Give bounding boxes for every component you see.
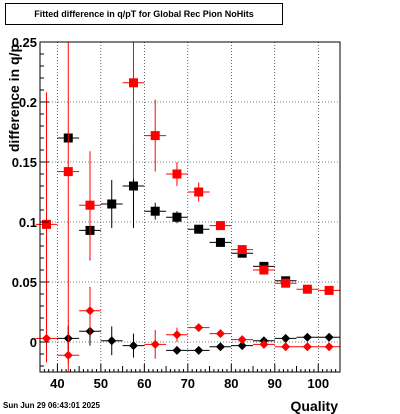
data-series xyxy=(35,286,340,372)
data-point-square xyxy=(237,245,247,255)
y-axis-title: difference in q/p xyxy=(6,44,22,152)
data-point-square xyxy=(150,206,160,216)
plot-frame xyxy=(39,41,341,373)
data-point-diamond xyxy=(107,336,117,346)
data-point-square xyxy=(194,187,204,197)
data-point-square xyxy=(281,278,291,288)
data-series xyxy=(35,42,340,364)
data-point-square xyxy=(172,169,182,179)
data-point-square xyxy=(42,219,52,229)
x-axis-title: Quality xyxy=(291,398,339,414)
data-point-diamond xyxy=(302,332,312,342)
y-tick-label: 0.15 xyxy=(12,155,37,170)
series-layer xyxy=(35,42,340,372)
data-point-square xyxy=(128,78,138,88)
data-point-diamond xyxy=(281,333,291,343)
data-point-square xyxy=(215,237,225,247)
grid xyxy=(40,41,340,372)
data-point-diamond xyxy=(63,350,73,360)
x-tick-label: 90 xyxy=(268,376,282,391)
data-point-diamond xyxy=(215,342,225,352)
data-point-diamond xyxy=(215,329,225,339)
data-point-diamond xyxy=(237,335,247,345)
data-point-diamond xyxy=(324,332,334,342)
data-point-diamond xyxy=(42,333,52,343)
data-point-diamond xyxy=(194,345,204,355)
data-point-square xyxy=(150,131,160,141)
y-tick-label: 0.25 xyxy=(12,35,37,50)
data-point-square xyxy=(259,265,269,275)
data-point-diamond xyxy=(324,342,334,352)
data-point-square xyxy=(172,212,182,222)
data-point-diamond xyxy=(128,341,138,351)
x-tick-label: 60 xyxy=(137,376,151,391)
x-tick-label: 40 xyxy=(50,376,64,391)
data-point-square xyxy=(324,285,334,295)
data-point-diamond xyxy=(259,339,269,349)
data-point-diamond xyxy=(172,330,182,340)
data-point-diamond xyxy=(302,342,312,352)
x-tick-label: 70 xyxy=(181,376,195,391)
data-point-square xyxy=(302,284,312,294)
data-point-diamond xyxy=(237,341,247,351)
chart-title: Fitted difference in q/pT for Global Rec… xyxy=(5,3,283,25)
axes: 40 50 60 70 80 90 100 0 0.05 0.1 0.15 0.2 0.25 xyxy=(12,35,341,391)
data-point-diamond xyxy=(194,323,204,333)
data-point-diamond xyxy=(150,339,160,349)
data-point-square xyxy=(107,199,117,209)
timestamp-label: Sun Jun 29 06:43:01 2025 xyxy=(3,401,100,410)
data-point-square xyxy=(128,181,138,191)
x-tick-label: 80 xyxy=(224,376,238,391)
data-point-diamond xyxy=(172,345,182,355)
data-point-square xyxy=(63,167,73,177)
x-tick-label: 100 xyxy=(307,376,329,391)
y-tick-label: 0.05 xyxy=(12,275,37,290)
data-point-square xyxy=(215,221,225,231)
y-tick-label: 0.1 xyxy=(19,215,37,230)
data-point-square xyxy=(194,224,204,234)
y-tick-label: 0.2 xyxy=(19,95,37,110)
data-point-diamond xyxy=(281,342,291,352)
data-series xyxy=(57,316,340,358)
data-point-square xyxy=(85,200,95,210)
data-point-diamond xyxy=(85,306,95,316)
y-tick-label: 0 xyxy=(30,335,37,350)
x-tick-label: 50 xyxy=(94,376,108,391)
